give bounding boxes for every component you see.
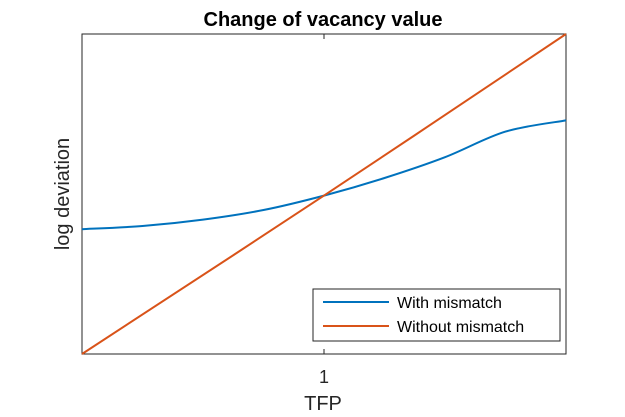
series-line-without-mismatch <box>81 33 567 355</box>
legend-label-with-mismatch: With mismatch <box>397 295 502 312</box>
legend: With mismatch Without mismatch <box>312 288 561 342</box>
series-layer <box>81 33 567 355</box>
legend-label-without-mismatch: Without mismatch <box>397 319 524 336</box>
x-axis-ticks: 1 <box>319 34 329 387</box>
legend-box <box>312 288 561 342</box>
chart-title: Change of vacancy value <box>204 9 443 31</box>
y-axis-label: log deviation <box>52 138 74 250</box>
x-axis-label: TFP <box>304 393 342 415</box>
x-tick-label: 1 <box>319 367 329 387</box>
